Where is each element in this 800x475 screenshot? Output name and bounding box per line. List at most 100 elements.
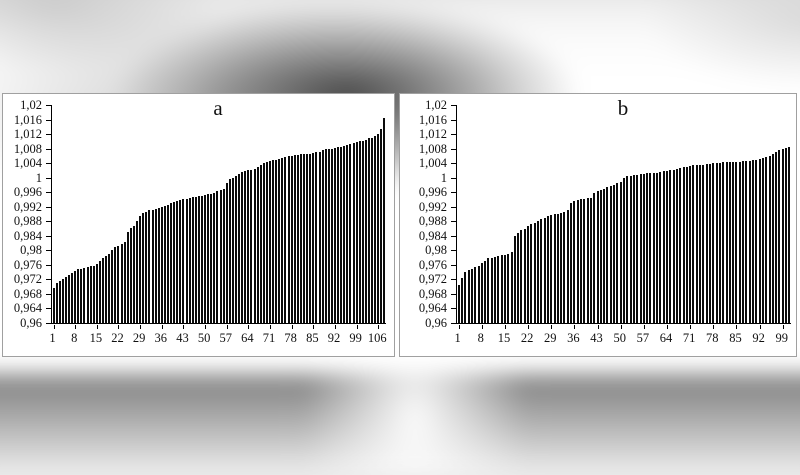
x-axis-label: 78 [706, 331, 719, 345]
y-axis-tick [45, 134, 51, 136]
y-axis-tick [450, 221, 456, 223]
bar [665, 171, 668, 323]
bar [337, 146, 340, 323]
bar [327, 148, 330, 323]
x-axis-label: 99 [349, 331, 362, 345]
bar [321, 150, 324, 323]
bar [718, 163, 721, 323]
bar [642, 174, 645, 323]
y-axis-label: 1,02 [425, 98, 447, 112]
bar [606, 187, 609, 323]
y-axis-tick [450, 250, 456, 252]
bar [259, 164, 262, 323]
bar [639, 174, 642, 323]
bar [662, 171, 665, 323]
bar [166, 204, 169, 323]
bar [142, 213, 145, 323]
x-axis-label: 92 [752, 331, 765, 345]
y-axis-tick [45, 192, 51, 194]
bar [778, 150, 781, 323]
x-axis-tick [226, 324, 228, 329]
bar [685, 166, 688, 323]
bar [182, 199, 185, 323]
bar [781, 148, 784, 323]
bar [111, 250, 114, 323]
bar [672, 169, 675, 323]
x-axis-tick [574, 324, 576, 329]
bar [722, 162, 725, 323]
y-axis-tick [45, 105, 51, 106]
x-axis-tick [356, 324, 358, 329]
bar [222, 189, 225, 323]
y-axis-tick [450, 134, 456, 136]
x-axis-label: 1 [49, 331, 56, 345]
y-axis-tick [45, 235, 51, 237]
bar [699, 164, 702, 323]
bar [293, 155, 296, 323]
bar [383, 117, 386, 323]
bar [377, 134, 380, 323]
y-axis-label: 0,968 [418, 286, 447, 301]
x-axis-label: 85 [729, 331, 742, 345]
bar [695, 164, 698, 323]
y-axis-label: 1,004 [13, 156, 42, 171]
y-axis-label: 0,964 [13, 301, 42, 316]
bar [682, 166, 685, 323]
bar [732, 161, 735, 323]
bar [108, 253, 111, 323]
bar [176, 200, 179, 323]
bar [708, 163, 711, 323]
y-axis-tick [450, 206, 456, 208]
x-axis-tick [620, 324, 622, 329]
y-axis-tick [450, 293, 456, 295]
bar [596, 191, 599, 323]
bar [543, 218, 546, 323]
bar [98, 261, 101, 323]
y-axis-label: 1,02 [20, 98, 42, 112]
bar [364, 139, 367, 323]
chart-b-title: b [617, 96, 629, 120]
bar [58, 281, 61, 323]
bar [788, 146, 791, 323]
bar [265, 162, 268, 323]
bar [533, 222, 536, 323]
bar [374, 135, 377, 323]
bar [139, 215, 142, 323]
x-axis-tick [666, 324, 668, 329]
bar [235, 175, 237, 323]
bar [464, 272, 467, 323]
bar [771, 154, 774, 323]
y-axis-label: 1,008 [13, 141, 42, 156]
y-axis-label: 0,976 [418, 257, 447, 272]
bar [68, 274, 70, 323]
y-axis-tick [45, 308, 51, 310]
x-axis-tick [504, 324, 506, 329]
bar [296, 155, 299, 323]
bar [241, 172, 244, 323]
bar [324, 149, 327, 323]
bar [702, 164, 705, 323]
bar [467, 269, 470, 323]
bar [480, 263, 483, 323]
bar [52, 288, 55, 323]
bar [333, 147, 336, 323]
x-axis-tick [528, 324, 530, 329]
bar [275, 159, 278, 323]
bar [679, 167, 682, 323]
chart-b-plot-area [450, 105, 791, 329]
chart-panel-a: a 1,02 1,016 1,012 1,008 1,004 1 0,996 0,992 0,9… [2, 93, 395, 357]
bar [330, 148, 333, 323]
bar [123, 242, 126, 323]
x-axis-tick [183, 324, 185, 329]
x-axis-tick [736, 324, 738, 329]
bar [71, 272, 74, 323]
bar [712, 163, 715, 323]
bar [470, 268, 473, 323]
bar [173, 201, 176, 323]
y-axis-label: 0,976 [13, 257, 42, 272]
bar [566, 210, 569, 323]
bar [160, 207, 163, 323]
x-axis-tick [248, 324, 250, 329]
bar [157, 208, 160, 323]
y-axis-label: 0,988 [13, 214, 42, 229]
